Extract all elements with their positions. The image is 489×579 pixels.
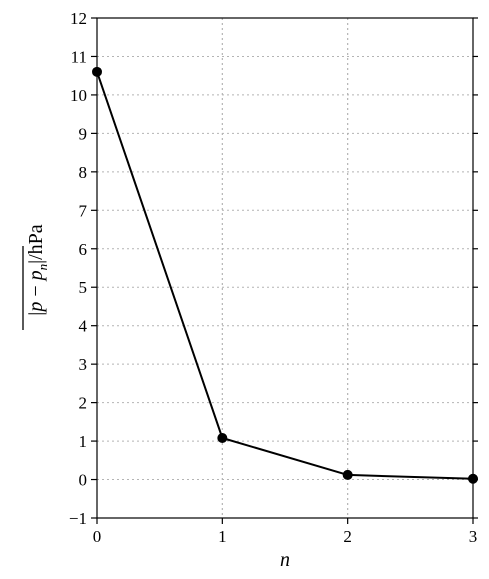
y-axis-label: |p − pn|/hPa	[22, 224, 50, 330]
x-tick-label: 1	[218, 527, 227, 546]
y-tick-label: 8	[79, 163, 88, 182]
data-point	[342, 469, 353, 480]
x-tick-label: 2	[343, 527, 352, 546]
y-tick-label: 5	[79, 278, 88, 297]
x-tick-label: 3	[469, 527, 478, 546]
x-tick-label: 0	[93, 527, 102, 546]
y-tick-label: 3	[79, 355, 88, 374]
y-label-unit: /hPa	[25, 224, 47, 260]
y-label-p: p	[25, 302, 47, 314]
svg-text:|p − pn|/hPa: |p − pn|/hPa	[25, 224, 50, 315]
grid-layer	[97, 18, 473, 518]
series-layer	[92, 66, 478, 484]
y-tick-label: −1	[69, 509, 87, 528]
y-tick-label: 0	[79, 471, 88, 490]
y-tick-label: 11	[71, 47, 87, 66]
x-axis-label: n	[280, 549, 290, 571]
plot-frame	[96, 17, 474, 519]
y-tick-label: 6	[79, 240, 88, 259]
y-tick-label: 7	[79, 201, 88, 220]
y-tick-label: 4	[79, 317, 88, 336]
y-tick-label: 9	[79, 124, 88, 143]
data-point	[217, 433, 228, 443]
y-label-minus: −	[25, 280, 47, 301]
y-label-subscript: n	[35, 264, 50, 271]
axes-layer	[96, 17, 474, 519]
y-tick-label: 12	[70, 9, 87, 28]
y-label-pn: p	[25, 270, 47, 282]
y-tick-label: 1	[79, 432, 88, 451]
y-label-bar-left: |	[25, 312, 47, 316]
y-tick-label: 2	[79, 394, 88, 413]
y-tick-label: 10	[70, 86, 87, 105]
series-line	[96, 71, 474, 480]
y-label-bar-right: |	[25, 260, 47, 264]
